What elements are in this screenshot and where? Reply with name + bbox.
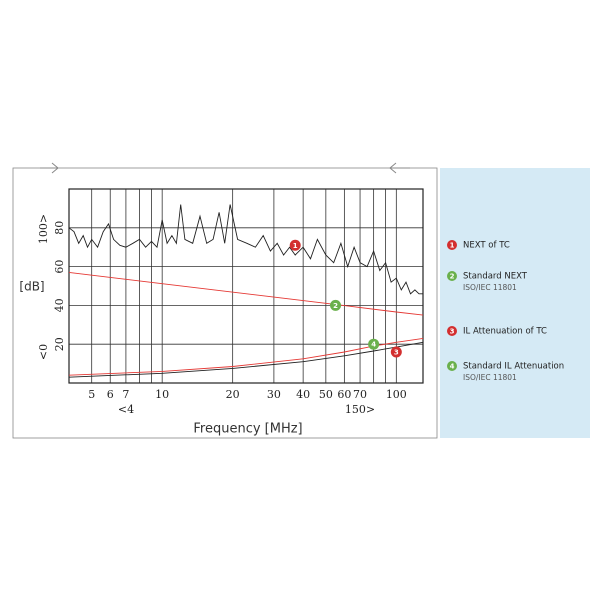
- legend-badge: [447, 271, 457, 281]
- x-tick-label: 40: [296, 388, 310, 401]
- frame: [12, 167, 438, 439]
- badge: [390, 346, 402, 358]
- y-tick-label: 20: [53, 337, 66, 351]
- legend-label: NEXT of TC: [463, 241, 510, 251]
- legend-note: ISO/IEC 11801: [463, 373, 517, 382]
- x-tick-label: 6: [107, 388, 114, 401]
- x-tick-label: 30: [267, 388, 281, 401]
- x-tick-label: 70: [353, 388, 367, 401]
- legend-panel: [440, 168, 590, 438]
- x-tick-label: 50: [319, 388, 333, 401]
- series-line: [68, 271, 424, 316]
- series-line: [68, 337, 424, 376]
- series-line: [68, 204, 423, 295]
- range-label: <4: [118, 403, 134, 416]
- legend-badge-label: 1: [450, 242, 455, 250]
- legend-badge: [447, 326, 457, 336]
- x-tick-label: 100: [386, 388, 407, 401]
- y-tick-label: 60: [53, 260, 66, 274]
- legend-badge-label: 3: [450, 328, 455, 336]
- range-arrows: [40, 162, 410, 174]
- legend-label: Standard NEXT: [463, 272, 528, 282]
- legend-note: ISO/IEC 11801: [463, 283, 517, 292]
- badge: [289, 239, 301, 251]
- y-axis-label: [dB]: [19, 280, 44, 294]
- badge-label: 1: [293, 242, 298, 250]
- legend-label: IL Attenuation of TC: [463, 327, 547, 337]
- x-tick-label: 20: [226, 388, 240, 401]
- x-tick-label: 7: [122, 388, 129, 401]
- legend-badge-label: 2: [450, 273, 455, 281]
- y-tick-label: 80: [53, 221, 66, 235]
- legend-badge: [447, 240, 457, 250]
- legend-label: Standard IL Attenuation: [463, 362, 564, 372]
- badge-label: 2: [333, 302, 338, 310]
- badge-label: 3: [394, 348, 399, 356]
- x-tick-label: 10: [155, 388, 169, 401]
- legend-badge: [447, 361, 457, 371]
- x-tick-label: 5: [88, 388, 95, 401]
- range-label: <0: [37, 344, 50, 360]
- badge: [330, 299, 342, 311]
- range-label: 100>: [37, 214, 50, 244]
- series-line: [68, 341, 424, 378]
- badge-label: 4: [371, 341, 376, 349]
- legend-badge-label: 4: [450, 363, 455, 371]
- plot-border: [68, 188, 424, 384]
- badge: [368, 338, 380, 350]
- x-axis-label: Frequency [MHz]: [193, 422, 302, 437]
- y-tick-label: 40: [53, 298, 66, 312]
- x-tick-label: 60: [337, 388, 351, 401]
- range-label: 150>: [345, 403, 375, 416]
